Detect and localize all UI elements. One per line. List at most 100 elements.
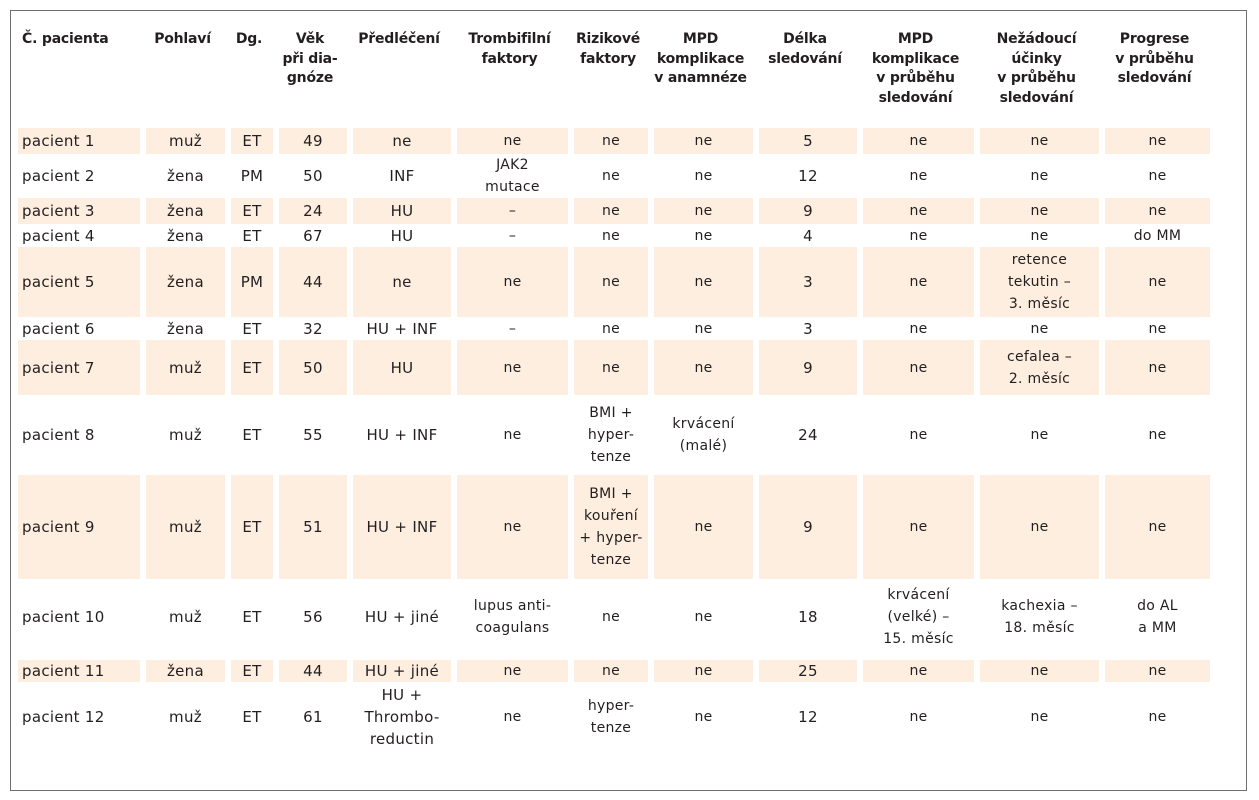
cell-sex: muž (140, 579, 225, 655)
cell-progression: ne (1099, 128, 1210, 154)
cell-mpd-complications-history: ne (648, 682, 753, 751)
cell-progression: ne (1099, 198, 1210, 224)
table-row: pacient 3 žena ET 24 HU – ne ne 9 ne ne ne (18, 198, 1210, 224)
cell-diagnosis: PM (225, 247, 273, 317)
cell-age-at-diagnosis: 61 (273, 682, 347, 751)
column-header-sex: Pohlaví (154, 31, 211, 47)
table-row: pacient 4 žena ET 67 HU – ne ne 4 ne ne do MM (18, 224, 1210, 247)
column-header-patient-number: Č. pacienta (22, 31, 109, 47)
cell-patient-number: pacient 8 (22, 426, 95, 444)
cell-diagnosis: ET (225, 655, 273, 682)
cell-diagnosis: ET (225, 224, 273, 247)
cell-risk-factors: ne (568, 317, 648, 340)
cell-mpd-complications-history: ne (648, 128, 753, 154)
cell-age-at-diagnosis: 44 (273, 655, 347, 682)
cell-age-at-diagnosis: 50 (273, 154, 347, 198)
cell-mpd-complications-follow-up: krvácení (velké) –15. měsíc (857, 579, 974, 655)
cell-mpd-complications-follow-up: ne (857, 475, 974, 579)
cell-sex: muž (140, 128, 225, 154)
cell-risk-factors: ne (568, 224, 648, 247)
cell-mpd-complications-history: ne (648, 247, 753, 317)
table-row: pacient 11 žena ET 44 HU + jiné ne ne ne 25 ne ne n… (18, 655, 1210, 682)
cell-follow-up-length: 24 (753, 395, 857, 475)
cell-mpd-complications-follow-up: ne (857, 317, 974, 340)
cell-pretreatment: HU + jiné (347, 655, 451, 682)
cell-risk-factors: ne (568, 247, 648, 317)
cell-diagnosis: ET (225, 475, 273, 579)
cell-adverse-effects: ne (974, 154, 1099, 198)
cell-age-at-diagnosis: 67 (273, 224, 347, 247)
column-header-follow-up-length: Délka sledování (768, 31, 842, 67)
table-row: pacient 8 muž ET 55 HU + INF ne BMI + hyper-ten… (18, 395, 1210, 475)
cell-patient-number: pacient 10 (22, 608, 105, 626)
cell-mpd-complications-history: ne (648, 475, 753, 579)
cell-thrombophilic-factors: ne (451, 395, 568, 475)
cell-risk-factors: ne (568, 655, 648, 682)
cell-diagnosis: ET (225, 682, 273, 751)
cell-thrombophilic-factors: ne (451, 475, 568, 579)
cell-age-at-diagnosis: 55 (273, 395, 347, 475)
cell-patient-number: pacient 12 (22, 707, 105, 726)
cell-pretreatment: HU + Thrombo-reductin (347, 682, 451, 751)
cell-thrombophilic-factors: ne (451, 247, 568, 317)
cell-follow-up-length: 9 (753, 198, 857, 224)
cell-follow-up-length: 9 (753, 475, 857, 579)
column-header-pretreatment: Předléčení (358, 31, 440, 47)
cell-mpd-complications-follow-up: ne (857, 655, 974, 682)
cell-adverse-effects: ne (974, 395, 1099, 475)
cell-mpd-complications-history: krvácení (malé) (648, 395, 753, 475)
cell-pretreatment: HU (347, 198, 451, 224)
cell-mpd-complications-follow-up: ne (857, 395, 974, 475)
cell-progression: do MM (1099, 224, 1210, 247)
cell-progression: ne (1099, 655, 1210, 682)
cell-risk-factors: ne (568, 154, 648, 198)
cell-follow-up-length: 3 (753, 317, 857, 340)
table-row: pacient 10 muž ET 56 HU + jiné lupus anti-coa… (18, 579, 1210, 655)
table-row: pacient 5 žena PM 44 ne ne ne ne 3 ne retence tekut… (18, 247, 1210, 317)
header-row: Č. pacienta Pohlaví Dg. Věk při dia-gnóze Pře… (18, 22, 1210, 128)
cell-pretreatment: INF (347, 154, 451, 198)
cell-age-at-diagnosis: 44 (273, 247, 347, 317)
cell-mpd-complications-follow-up: ne (857, 340, 974, 395)
cell-diagnosis: ET (225, 128, 273, 154)
table-row: pacient 12 muž ET 61 HU + Thrombo-reductin ne h… (18, 682, 1210, 751)
table-row: pacient 9 muž ET 51 HU + INF ne BMI + kouření + … (18, 475, 1210, 579)
cell-diagnosis: ET (225, 340, 273, 395)
column-header-progression: Progrese v průběhu sledování (1115, 31, 1194, 86)
cell-follow-up-length: 18 (753, 579, 857, 655)
cell-risk-factors: ne (568, 579, 648, 655)
cell-adverse-effects: kachexia –18. měsíc (974, 579, 1099, 655)
cell-risk-factors: ne (568, 198, 648, 224)
column-header-mpd-complications-history: MPD komplikace v anamnéze (654, 31, 747, 86)
cell-progression: ne (1099, 317, 1210, 340)
cell-age-at-diagnosis: 56 (273, 579, 347, 655)
cell-adverse-effects: ne (974, 224, 1099, 247)
cell-adverse-effects: ne (974, 475, 1099, 579)
cell-age-at-diagnosis: 49 (273, 128, 347, 154)
cell-patient-number: pacient 11 (18, 655, 140, 682)
table-row: pacient 6 žena ET 32 HU + INF – ne ne 3 ne ne ne (18, 317, 1210, 340)
cell-pretreatment: HU (347, 340, 451, 395)
column-header-age-at-diagnosis: Věk při dia-gnóze (282, 31, 338, 86)
cell-follow-up-length: 5 (753, 128, 857, 154)
cell-mpd-complications-follow-up: ne (857, 247, 974, 317)
cell-sex: muž (140, 682, 225, 751)
cell-mpd-complications-history: ne (648, 154, 753, 198)
cell-adverse-effects: retence tekutin –3. měsíc (974, 247, 1099, 317)
cell-progression: ne (1099, 475, 1210, 579)
cell-progression: ne (1099, 247, 1210, 317)
cell-risk-factors: ne (568, 128, 648, 154)
cell-risk-factors: ne (568, 340, 648, 395)
cell-mpd-complications-history: ne (648, 579, 753, 655)
cell-adverse-effects: cefalea –2. měsíc (974, 340, 1099, 395)
column-header-diagnosis: Dg. (235, 31, 263, 47)
cell-thrombophilic-factors: ne (451, 340, 568, 395)
table-row: pacient 2 žena PM 50 INF JAK2 mutace ne ne 12 ne ne… (18, 154, 1210, 198)
cell-sex: muž (140, 475, 225, 579)
cell-adverse-effects: ne (974, 655, 1099, 682)
cell-mpd-complications-history: ne (648, 655, 753, 682)
cell-diagnosis: ET (225, 198, 273, 224)
cell-pretreatment: HU + jiné (347, 579, 451, 655)
cell-follow-up-length: 4 (753, 224, 857, 247)
cell-sex: muž (140, 395, 225, 475)
